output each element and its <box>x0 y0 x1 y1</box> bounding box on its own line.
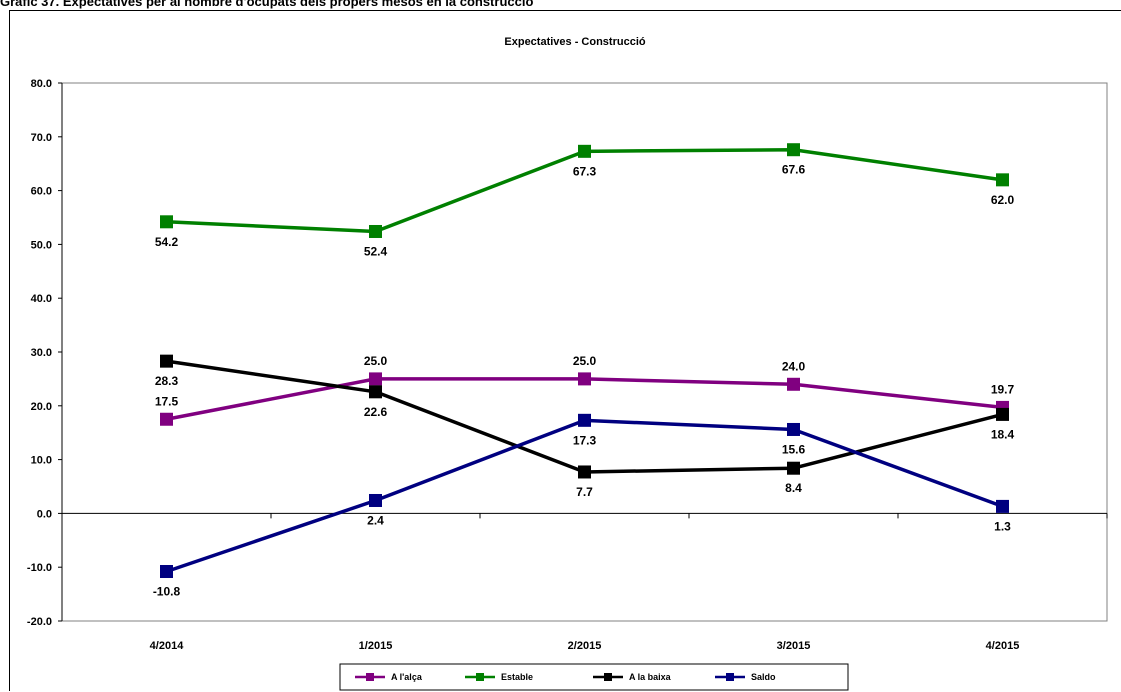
data-label: 54.2 <box>155 235 179 249</box>
x-tick-label: 4/2014 <box>150 640 185 652</box>
legend: A l'alça Estable A la baixa Saldo <box>339 663 849 691</box>
data-point <box>160 412 173 426</box>
data-point <box>578 465 591 479</box>
data-point <box>996 407 1009 421</box>
chart-area: Expectatives - Construcció -20.0 -10.0 0.0… <box>9 10 1121 691</box>
data-label: 15.6 <box>782 442 806 456</box>
data-label: -10.8 <box>153 585 181 599</box>
data-point <box>160 565 173 579</box>
data-label: 67.6 <box>782 163 806 177</box>
legend-swatch-marker <box>366 673 374 681</box>
y-tick-label: 60.0 <box>31 186 52 198</box>
data-point <box>578 413 591 427</box>
data-label: 19.7 <box>991 382 1015 396</box>
data-label: 22.6 <box>364 405 388 419</box>
x-tick-label: 3/2015 <box>777 640 811 652</box>
data-label: 1.3 <box>994 519 1011 533</box>
y-tick-label: 80.0 <box>31 78 52 90</box>
chart-caption: Gràfic 37. Expectatives per al nombre d'… <box>0 0 534 9</box>
data-point <box>787 422 800 436</box>
data-point <box>369 224 382 238</box>
series-layer: 17.5 25.0 25.0 24.0 19.7 54.2 52.4 67.3 67.6 62.0… <box>153 143 1015 599</box>
data-point <box>578 372 591 386</box>
data-label: 28.3 <box>155 374 179 388</box>
data-label: 52.4 <box>364 244 388 258</box>
plot-area-border <box>61 82 1108 622</box>
data-label: 17.5 <box>155 394 179 408</box>
y-tick-label: 10.0 <box>31 455 52 467</box>
y-axis: -20.0 -10.0 0.0 10.0 20.0 30.0 40.0 50.0 60.0 70.… <box>27 78 63 628</box>
data-label: 62.0 <box>991 193 1015 207</box>
data-label: 67.3 <box>573 164 597 178</box>
legend-label: A l'alça <box>391 672 423 682</box>
y-tick-label: 40.0 <box>31 293 52 305</box>
chart-title: Expectatives - Construcció <box>504 36 645 48</box>
x-tick-label: 4/2015 <box>986 640 1020 652</box>
legend-label: Saldo <box>751 672 776 682</box>
data-point <box>578 144 591 158</box>
y-tick-label: -20.0 <box>27 616 52 628</box>
data-label: 25.0 <box>573 354 597 368</box>
series-a-la-baixa: 28.3 22.6 7.7 8.4 18.4 <box>155 354 1015 499</box>
data-point <box>787 377 800 391</box>
data-label: 25.0 <box>364 354 388 368</box>
y-tick-label: -10.0 <box>27 562 52 574</box>
data-point <box>160 354 173 368</box>
x-tick-label: 2/2015 <box>568 640 602 652</box>
data-point <box>787 461 800 475</box>
legend-swatch-marker <box>476 673 484 681</box>
legend-label: Estable <box>501 672 533 682</box>
data-label: 2.4 <box>367 513 384 527</box>
legend-label: A la baixa <box>629 672 672 682</box>
y-tick-label: 20.0 <box>31 401 52 413</box>
data-label: 18.4 <box>991 427 1015 441</box>
legend-swatch-marker <box>604 673 612 681</box>
series-estable: 54.2 52.4 67.3 67.6 62.0 <box>155 143 1015 258</box>
y-tick-label: 0.0 <box>37 508 52 520</box>
y-tick-label: 70.0 <box>31 132 52 144</box>
data-point <box>787 143 800 157</box>
series-saldo: -10.8 2.4 17.3 15.6 1.3 <box>153 413 1011 599</box>
line-chart: Expectatives - Construcció -20.0 -10.0 0.0… <box>27 36 1108 691</box>
data-label: 17.3 <box>573 433 597 447</box>
y-tick-label: 30.0 <box>31 347 52 359</box>
data-point <box>160 215 173 229</box>
data-point <box>996 499 1009 513</box>
data-point <box>996 173 1009 187</box>
series-a-l-al-a: 17.5 25.0 25.0 24.0 19.7 <box>155 354 1015 426</box>
x-tick-label: 1/2015 <box>359 640 393 652</box>
data-point <box>369 493 382 507</box>
data-label: 7.7 <box>576 485 593 499</box>
x-axis: 4/2014 1/2015 2/2015 3/2015 4/2015 <box>61 512 1108 652</box>
legend-swatch-marker <box>726 673 734 681</box>
data-label: 24.0 <box>782 359 806 373</box>
data-point <box>369 385 382 399</box>
y-tick-label: 50.0 <box>31 239 52 251</box>
data-label: 8.4 <box>785 481 802 495</box>
data-point <box>369 372 382 386</box>
